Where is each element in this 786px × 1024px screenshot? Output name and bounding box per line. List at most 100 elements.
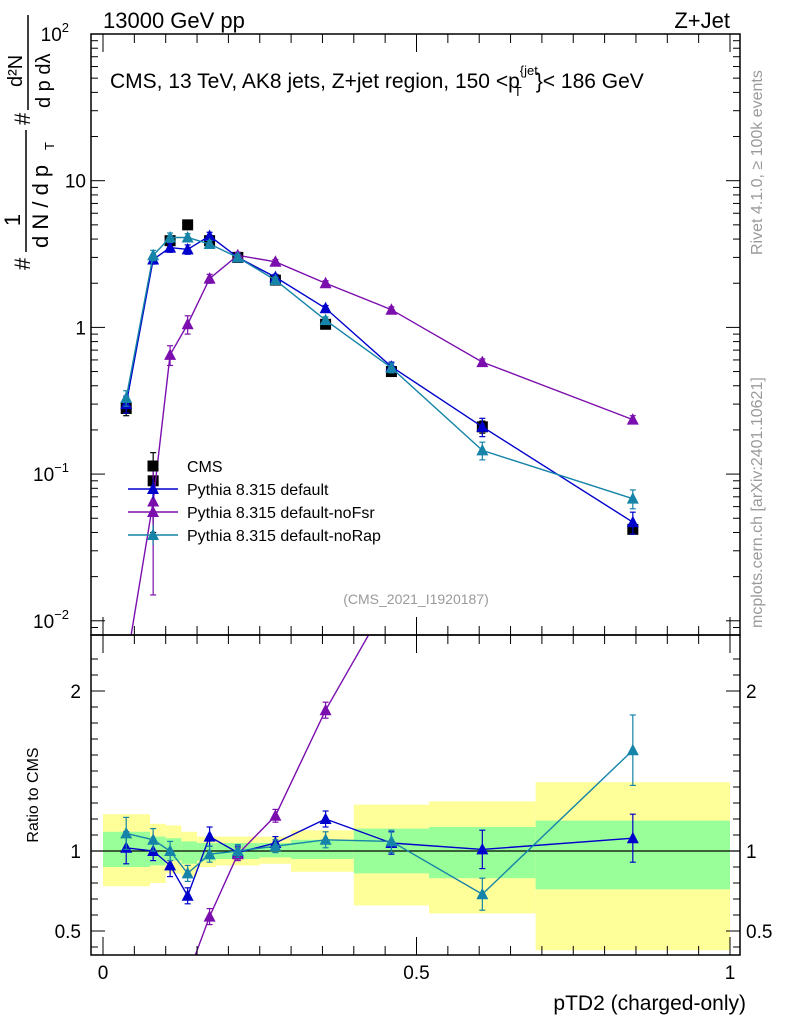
ratio-plot-bands xyxy=(91,782,740,951)
ratio-point-pythia-8-315-default-norap xyxy=(120,826,133,839)
legend-label: Pythia 8.315 default xyxy=(187,482,329,499)
legend-marker xyxy=(147,460,159,472)
main-y-tick-label: 1 xyxy=(75,318,86,339)
ratio-point-pythia-8-315-default-nofsr xyxy=(627,109,639,121)
main-point-pythia-8-315-default xyxy=(164,241,177,253)
main-point-pythia-8-315-default-nofsr xyxy=(269,255,282,267)
rivet-version-label: Rivet 4.1.0, ≥ 100k events xyxy=(749,70,766,255)
main-point-pythia-8-315-default xyxy=(319,301,332,314)
main-point-pythia-8-315-default-nofsr xyxy=(181,317,194,330)
main-point-pythia-8-315-default-nofsr xyxy=(164,348,177,360)
ratio-point-pythia-8-315-default-norap xyxy=(269,839,282,852)
main-point-pythia-8-315-default-nofsr xyxy=(203,272,216,284)
main-y-tick-label: 10−1 xyxy=(33,460,69,486)
ratio-y-tick-label-left: 2 xyxy=(70,682,81,703)
legend-label: Pythia 8.315 default-noRap xyxy=(187,528,381,545)
main-y-tick-label: 102 xyxy=(41,20,69,46)
ratio-band-green xyxy=(181,841,198,864)
main-point-pythia-8-315-default-norap xyxy=(147,248,160,261)
main-point-pythia-8-315-default-norap xyxy=(231,250,244,263)
main-point-pythia-8-315-default xyxy=(626,515,639,528)
main-point-pythia-8-315-default-norap xyxy=(319,313,332,326)
main-point-pythia-8-315-default-norap xyxy=(164,230,177,243)
ratio-y-tick-label-right: 1 xyxy=(746,842,757,863)
ratio-band-green xyxy=(291,839,354,859)
ratio-point-pythia-8-315-default-nofsr xyxy=(147,973,159,985)
ratio-point-pythia-8-315-default-norap xyxy=(231,844,244,856)
ratio-point-pythia-8-315-default-norap xyxy=(147,833,160,845)
svg-text:d p dλ: d p dλ xyxy=(33,54,55,108)
main-point-pythia-8-315-default-nofsr xyxy=(476,355,489,368)
ratio-plot-series xyxy=(120,109,639,1013)
svg-text:T: T xyxy=(42,142,57,150)
main-point-pythia-8-315-default-norap xyxy=(181,230,194,243)
main-plot-title: CMS, 13 TeV, AK8 jets, Z+jet region, 150… xyxy=(110,63,644,99)
ratio-point-pythia-8-315-default-nofsr xyxy=(182,969,194,981)
main-y-axis-label: # 1 d N / d p T # d²N d p dλ xyxy=(0,15,57,270)
main-y-tick-label: 10 xyxy=(65,172,86,193)
ratio-point-pythia-8-315-default-nofsr xyxy=(120,1001,132,1013)
ratio-point-pythia-8-315-default xyxy=(626,831,639,844)
header-energy-label: 13000 GeV pp xyxy=(103,8,245,33)
x-axis-label: pTD2 (charged-only) xyxy=(553,992,746,1015)
main-point-pythia-8-315-default-nofsr xyxy=(626,413,639,425)
ratio-point-pythia-8-315-default-norap xyxy=(203,847,216,860)
main-point-pythia-8-315-default-nofsr xyxy=(120,658,132,670)
main-point-pythia-8-315-default xyxy=(203,229,216,241)
ratio-point-pythia-8-315-default-norap xyxy=(319,833,332,845)
header-process-label: Z+Jet xyxy=(674,8,730,33)
ratio-plot-axes: 0.5 0.5 1 1 2 2 0 0.5 1 xyxy=(55,634,772,984)
main-point-pythia-8-315-default-norap xyxy=(385,361,398,373)
ratio-y-tick-label-right: 0.5 xyxy=(746,922,772,943)
ratio-point-pythia-8-315-default-norap xyxy=(164,844,177,856)
ratio-point-pythia-8-315-default xyxy=(319,812,332,824)
main-point-pythia-8-315-default-norap xyxy=(269,273,282,286)
ratio-point-pythia-8-315-default-nofsr xyxy=(269,809,282,821)
main-point-pythia-8-315-default-norap xyxy=(203,237,216,250)
x-tick-label: 0.5 xyxy=(403,963,429,984)
main-point-pythia-8-315-default-nofsr xyxy=(147,495,160,507)
ratio-point-pythia-8-315-default-nofsr xyxy=(203,910,216,922)
ratio-point-pythia-8-315-default-norap xyxy=(385,834,398,847)
ratio-point-pythia-8-315-default-norap xyxy=(181,866,194,879)
ratio-point-pythia-8-315-default xyxy=(203,830,216,842)
main-point-cms xyxy=(182,219,194,231)
ratio-y-tick-label-left: 1 xyxy=(70,842,81,863)
ratio-point-pythia-8-315-default-nofsr xyxy=(164,976,176,988)
ratio-point-pythia-8-315-default xyxy=(164,858,177,871)
x-tick-label: 1 xyxy=(725,963,736,984)
ratio-point-pythia-8-315-default xyxy=(181,889,194,901)
legend-entry: CMS xyxy=(147,459,223,476)
main-point-pythia-8-315-default xyxy=(181,242,194,255)
analysis-id-label: (CMS_2021_I1920187) xyxy=(343,591,489,607)
main-plot-series xyxy=(120,219,639,670)
legend-label: Pythia 8.315 default-noFsr xyxy=(187,505,375,522)
ratio-point-pythia-8-315-default-nofsr xyxy=(319,703,332,716)
x-tick-label: 0 xyxy=(98,963,109,984)
main-point-pythia-8-315-default-norap xyxy=(120,391,133,404)
main-y-tick-label: 10−2 xyxy=(33,607,69,633)
legend-marker xyxy=(147,528,159,540)
ratio-point-pythia-8-315-default xyxy=(476,842,489,855)
svg-text:#: # xyxy=(10,257,35,270)
legend-label: CMS xyxy=(187,459,223,476)
legend-marker xyxy=(147,482,159,494)
main-line-pythia-8-315-default xyxy=(125,235,634,523)
main-plot-axes: 10−2 10−1 1 10 102 xyxy=(33,20,741,636)
legend-marker xyxy=(147,505,159,517)
main-point-pythia-8-315-default-norap xyxy=(476,443,489,456)
legend-entry: Pythia 8.315 default-noFsr xyxy=(128,502,375,522)
main-point-pythia-8-315-default-nofsr xyxy=(385,303,398,315)
main-point-pythia-8-315-default-norap xyxy=(626,492,639,504)
mcplots-label: mcplots.cern.ch [arXiv:2401.10621] xyxy=(749,377,766,628)
ratio-point-pythia-8-315-default-norap xyxy=(626,743,639,756)
svg-text:1: 1 xyxy=(0,214,25,226)
ratio-point-pythia-8-315-default-nofsr xyxy=(476,557,488,569)
ratio-y-axis-label: Ratio to CMS xyxy=(25,747,42,842)
legend-entry: Pythia 8.315 default-noRap xyxy=(128,525,381,545)
legend-entry: Pythia 8.315 default xyxy=(128,479,329,499)
main-point-pythia-8-315-default xyxy=(476,420,489,432)
main-point-pythia-8-315-default-nofsr xyxy=(319,276,332,289)
svg-text:d²N: d²N xyxy=(5,55,27,87)
